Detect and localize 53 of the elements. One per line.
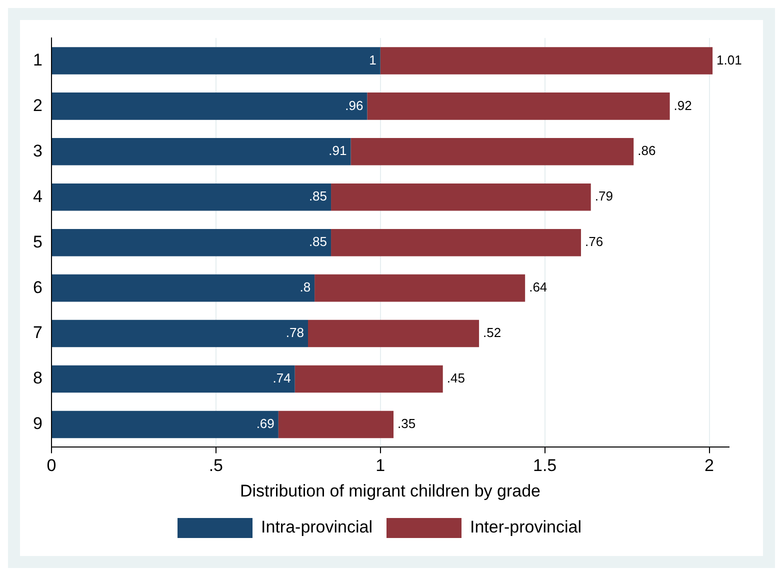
y-tick-label: 4 — [32, 186, 42, 206]
bar — [331, 183, 591, 211]
y-tick-label: 9 — [32, 414, 42, 434]
bar — [314, 274, 526, 302]
data-label: .45 — [446, 370, 465, 386]
bar — [331, 228, 581, 256]
x-tick-label: 1.5 — [532, 456, 557, 476]
data-label: .74 — [272, 370, 291, 386]
y-tick-label: 1 — [32, 50, 42, 70]
y-tick-label: 3 — [32, 141, 42, 160]
data-label: .78 — [286, 325, 304, 340]
data-label: .69 — [256, 416, 274, 432]
data-label: .8 — [300, 280, 311, 295]
legend-label: Inter-provincial — [470, 518, 582, 537]
bar — [52, 228, 332, 256]
bar — [367, 92, 670, 120]
bar — [52, 410, 278, 438]
legend-label: Intra-provincial — [261, 518, 373, 537]
data-label: .76 — [584, 234, 604, 250]
data-label: 1 — [369, 52, 376, 68]
x-tick-label: 0 — [46, 456, 56, 476]
data-label: .92 — [674, 98, 692, 113]
x-tick-label: 2 — [704, 456, 714, 476]
data-label: .91 — [328, 143, 347, 158]
data-label: .85 — [308, 188, 328, 204]
bar — [294, 365, 443, 393]
y-tick-label: 2 — [32, 96, 42, 115]
bar — [278, 410, 394, 438]
y-tick-label: 7 — [32, 323, 42, 342]
y-tick-label: 6 — [32, 278, 42, 297]
y-tick-label: 8 — [32, 368, 42, 388]
bar — [52, 183, 332, 211]
bar — [52, 47, 380, 74]
data-label: .79 — [594, 188, 613, 204]
bar — [52, 320, 308, 348]
data-label: .96 — [345, 98, 364, 113]
data-label: .86 — [638, 143, 656, 158]
bar — [52, 92, 368, 120]
y-tick-label: 5 — [32, 232, 42, 252]
bar — [350, 138, 634, 166]
data-label: .35 — [398, 416, 416, 432]
bar — [52, 365, 295, 393]
bar — [52, 274, 315, 302]
data-label: .52 — [483, 325, 502, 340]
data-label: 1.01 — [716, 52, 742, 68]
bar — [52, 138, 351, 166]
data-label: .64 — [529, 280, 548, 295]
x-axis-title: Distribution of migrant children by grade — [240, 481, 540, 500]
x-tick-label: .5 — [208, 456, 223, 476]
bar — [308, 320, 480, 348]
bar — [380, 47, 713, 74]
data-label: .85 — [308, 234, 328, 250]
x-tick-label: 1 — [376, 456, 386, 476]
